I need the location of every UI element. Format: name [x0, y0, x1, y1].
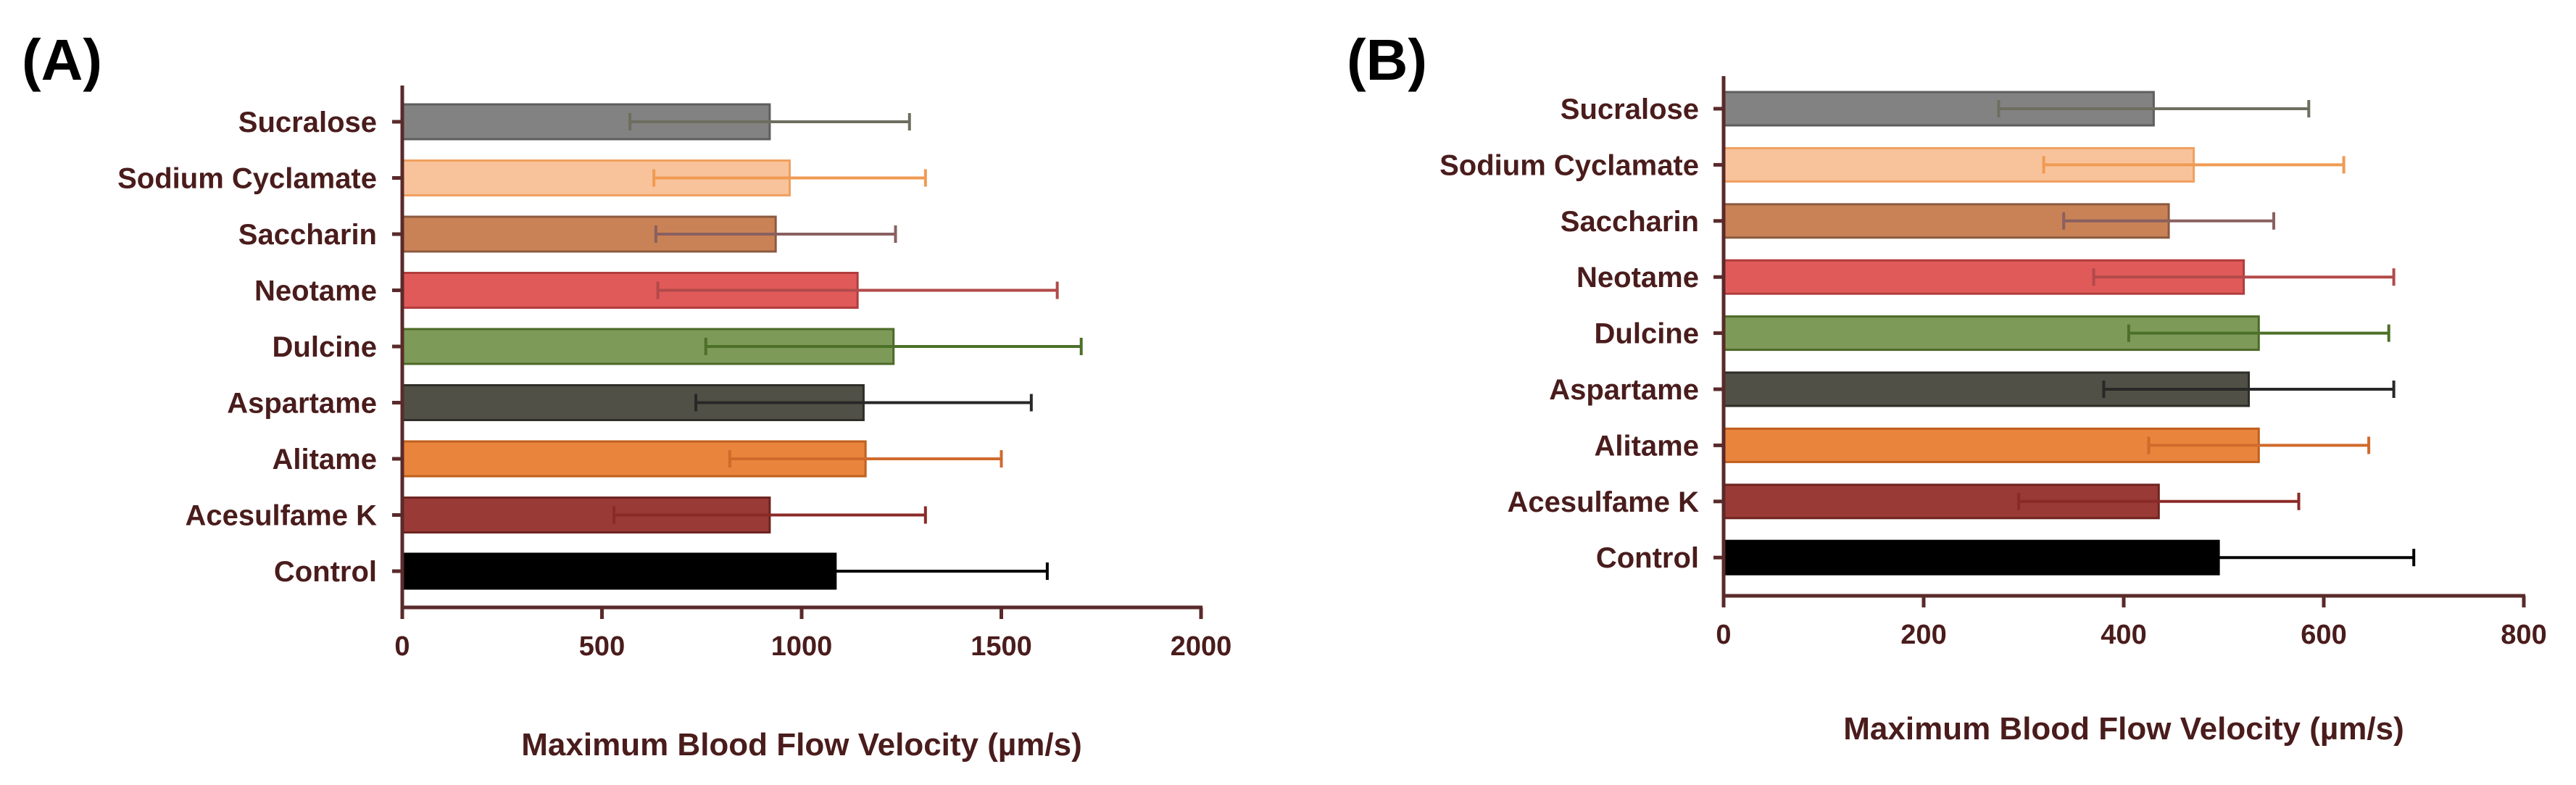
error-bar-a-sodium-cyclamate [652, 169, 927, 187]
x-tick-label-b-400: 400 [2101, 620, 2146, 650]
category-label-b-saccharin: Saccharin [1561, 206, 1699, 238]
category-label-a-acesulfame-k: Acesulfame K [185, 500, 377, 532]
error-bar-b-control [2022, 549, 2416, 567]
category-label-b-aspartame: Aspartame [1549, 374, 1699, 406]
error-bar-b-neotame [2092, 268, 2396, 286]
category-label-b-dulcine: Dulcine [1595, 318, 1699, 350]
panel-label-b: (B) [1347, 28, 1427, 92]
error-bar-b-saccharin [2062, 212, 2275, 230]
error-bar-b-dulcine [2127, 324, 2390, 342]
error-bar-a-saccharin [654, 225, 897, 243]
category-label-b-neotame: Neotame [1576, 262, 1699, 294]
x-tick-label-a-500: 500 [579, 631, 625, 662]
category-label-a-control: Control [274, 556, 377, 588]
error-bar-b-acesulfame-k [2017, 492, 2301, 510]
x-tick-label-a-0: 0 [394, 631, 410, 662]
error-bar-a-neotame [656, 281, 1059, 299]
x-tick-label-b-600: 600 [2301, 620, 2346, 650]
error-bar-a-sucralose [628, 113, 911, 130]
error-bar-b-aspartame [2102, 381, 2396, 398]
category-label-a-neotame: Neotame [254, 275, 377, 307]
error-bar-a-control [622, 562, 1049, 580]
error-bar-a-acesulfame-k [612, 506, 927, 524]
error-bar-a-dulcine [704, 338, 1083, 355]
x-tick-label-b-200: 200 [1900, 620, 1946, 650]
x-tick-label-a-1500: 1500 [971, 631, 1032, 662]
category-label-b-alitame: Alitame [1595, 430, 1700, 462]
category-label-a-sodium-cyclamate: Sodium Cyclamate [117, 163, 377, 195]
category-label-a-dulcine: Dulcine [273, 331, 377, 363]
category-label-b-sucralose: Sucralose [1561, 94, 1699, 125]
panel-label-a: (A) [22, 28, 102, 92]
error-bar-a-alitame [728, 450, 1003, 468]
panel-a-chart: (A) Sucralose Sodium Cyclamate Saccharin Neo… [22, 28, 1231, 763]
x-tick-label-a-1000: 1000 [771, 631, 833, 662]
category-label-a-aspartame: Aspartame [227, 388, 377, 420]
x-tick-label-a-2000: 2000 [1171, 631, 1232, 662]
error-bar-a-aspartame [694, 394, 1033, 412]
category-label-a-saccharin: Saccharin [238, 219, 377, 251]
error-bar-b-sucralose [1997, 100, 2311, 117]
category-label-b-control: Control [1596, 542, 1699, 574]
category-label-b-acesulfame-k: Acesulfame K [1507, 486, 1699, 518]
panel-b-chart: (B) Sucralose Sodium Cyclamate Saccharin Neo… [1347, 28, 2547, 747]
category-label-b-sodium-cyclamate: Sodium Cyclamate [1439, 149, 1699, 181]
x-tick-label-b-0: 0 [1716, 620, 1731, 650]
x-axis-title-b: Maximum Blood Flow Velocity (µm/s) [1843, 711, 2403, 747]
category-label-a-sucralose: Sucralose [238, 107, 377, 138]
error-bar-b-alitame [2147, 436, 2371, 454]
category-label-a-alitame: Alitame [273, 444, 378, 475]
error-bar-b-sodium-cyclamate [2042, 156, 2346, 174]
x-tick-label-b-800: 800 [2501, 620, 2546, 650]
x-axis-title-a: Maximum Blood Flow Velocity (µm/s) [521, 727, 1081, 763]
